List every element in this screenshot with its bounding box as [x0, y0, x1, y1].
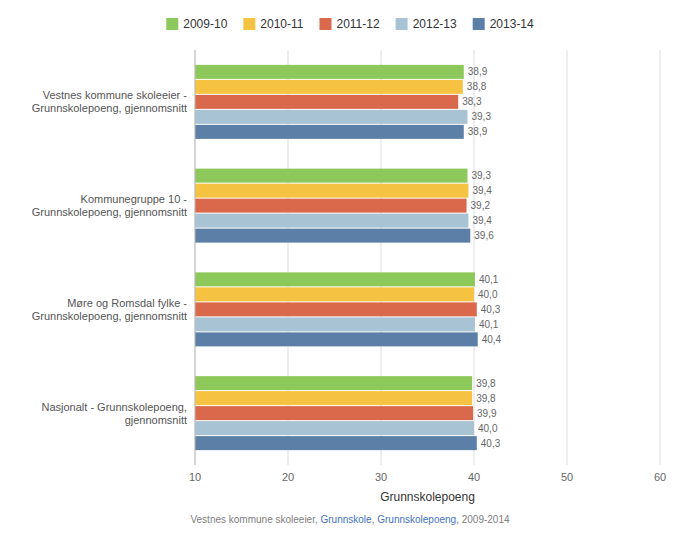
legend-label: 2009-10: [183, 17, 227, 31]
grid-line: [195, 50, 196, 465]
footer: Vestnes kommune skoleeier, Grunnskole, G…: [190, 514, 510, 525]
data-labels: 38,9 38,8 38,3 39,3 38,9 39,3 39,4 39,2 39,4 39,6…: [462, 66, 501, 448]
legend-item: 2010-11: [243, 17, 303, 31]
bar: [195, 332, 478, 346]
data-label: 40,4: [482, 334, 502, 345]
data-label: 39,4: [472, 215, 492, 226]
x-axis-label: Grunnskolepoeng: [380, 490, 475, 504]
category-label-line: Nasjonalt - Grunnskolepoeng,: [41, 401, 187, 413]
bar: [195, 229, 470, 243]
bar: [195, 287, 474, 301]
data-label: 38,9: [468, 66, 488, 77]
bar: [195, 421, 474, 435]
bar: [195, 95, 458, 109]
bar: [195, 406, 473, 420]
tick-label: 50: [561, 471, 573, 483]
tick-label: 20: [282, 471, 294, 483]
legend-item: 2011-12: [319, 17, 379, 31]
legend-label: 2010-11: [260, 17, 303, 31]
data-label: 40,3: [481, 438, 501, 449]
legend-swatch: [166, 18, 178, 30]
legend-label: 2011-12: [336, 17, 379, 31]
data-label: 39,2: [471, 200, 491, 211]
data-label: 38,8: [467, 81, 487, 92]
grid-line: [567, 50, 568, 465]
legend-item: 2013-14: [473, 17, 534, 31]
bar: [195, 199, 467, 213]
legend-label: 2012-13: [413, 17, 457, 31]
data-label: 40,0: [478, 423, 498, 434]
bar: [195, 376, 472, 390]
axis-line: [195, 50, 196, 465]
legend-label: 2013-14: [490, 17, 534, 31]
data-label: 40,1: [479, 319, 499, 330]
data-label: 39,8: [476, 378, 496, 389]
category-label: Vestnes kommune skoleeier -Grunnskolepoe…: [32, 89, 188, 114]
legend-item: 2009-10: [166, 17, 227, 31]
data-label: 40,0: [478, 289, 498, 300]
legend-swatch: [396, 18, 408, 30]
bar: [195, 80, 463, 94]
data-label: 39,3: [471, 111, 491, 122]
legend-swatch: [319, 18, 331, 30]
grid-line: [660, 50, 661, 465]
footer-part: Grunnskolepoeng: [377, 514, 456, 525]
category-label-line: Grunnskolepoeng, gjennomsnitt: [32, 102, 187, 114]
bar: [195, 272, 475, 286]
data-label: 39,8: [476, 393, 496, 404]
bar: [195, 436, 477, 450]
data-label: 39,3: [471, 170, 491, 181]
footer-part: Vestnes kommune skoleeier,: [190, 514, 320, 525]
category-label: Nasjonalt - Grunnskolepoeng,gjennomsnitt: [41, 401, 187, 426]
data-label: 40,3: [481, 304, 501, 315]
bars: [195, 65, 478, 450]
legend-swatch: [473, 18, 485, 30]
category-label-line: Grunnskolepoeng, gjennomsnitt: [32, 310, 187, 322]
category-label-line: Grunnskolepoeng, gjennomsnitt: [32, 206, 187, 218]
tick-label: 60: [654, 471, 666, 483]
data-label: 39,9: [477, 408, 497, 419]
category-label-line: gjennomsnitt: [125, 414, 187, 426]
category-label-line: Møre og Romsdal fylke -: [67, 297, 187, 309]
data-label: 39,6: [474, 230, 494, 241]
footer-part: Grunnskole: [321, 514, 373, 525]
bar: [195, 125, 464, 139]
tick-label: 40: [468, 471, 480, 483]
bar: [195, 391, 472, 405]
bar: [195, 65, 464, 79]
legend-item: 2012-13: [396, 17, 457, 31]
bar: [195, 169, 467, 183]
tick-label: 30: [375, 471, 387, 483]
chart: 10 20 30 40 50 60 38,9 38,8 38,3 39,3 38,9 39,3 39,4…: [0, 0, 700, 537]
category-label: Møre og Romsdal fylke -Grunnskolepoeng, …: [32, 297, 188, 322]
data-label: 39,4: [472, 185, 492, 196]
legend: 2009-10 2010-11 2011-12 2012-13 2013-14: [166, 17, 534, 31]
legend-swatch: [243, 18, 255, 30]
bar: [195, 317, 475, 331]
category-label: Kommunegruppe 10 -Grunnskolepoeng, gjenn…: [32, 193, 188, 218]
data-label: 38,9: [468, 126, 488, 137]
tick-label: 10: [189, 471, 201, 483]
data-label: 38,3: [462, 96, 482, 107]
category-label-line: Kommunegruppe 10 -: [81, 193, 188, 205]
bar: [195, 184, 468, 198]
bar: [195, 302, 477, 316]
bar: [195, 110, 467, 124]
category-label-line: Vestnes kommune skoleeier -: [43, 89, 188, 101]
bar: [195, 214, 468, 228]
data-label: 40,1: [479, 274, 499, 285]
footer-part: , 2009-2014: [456, 514, 510, 525]
